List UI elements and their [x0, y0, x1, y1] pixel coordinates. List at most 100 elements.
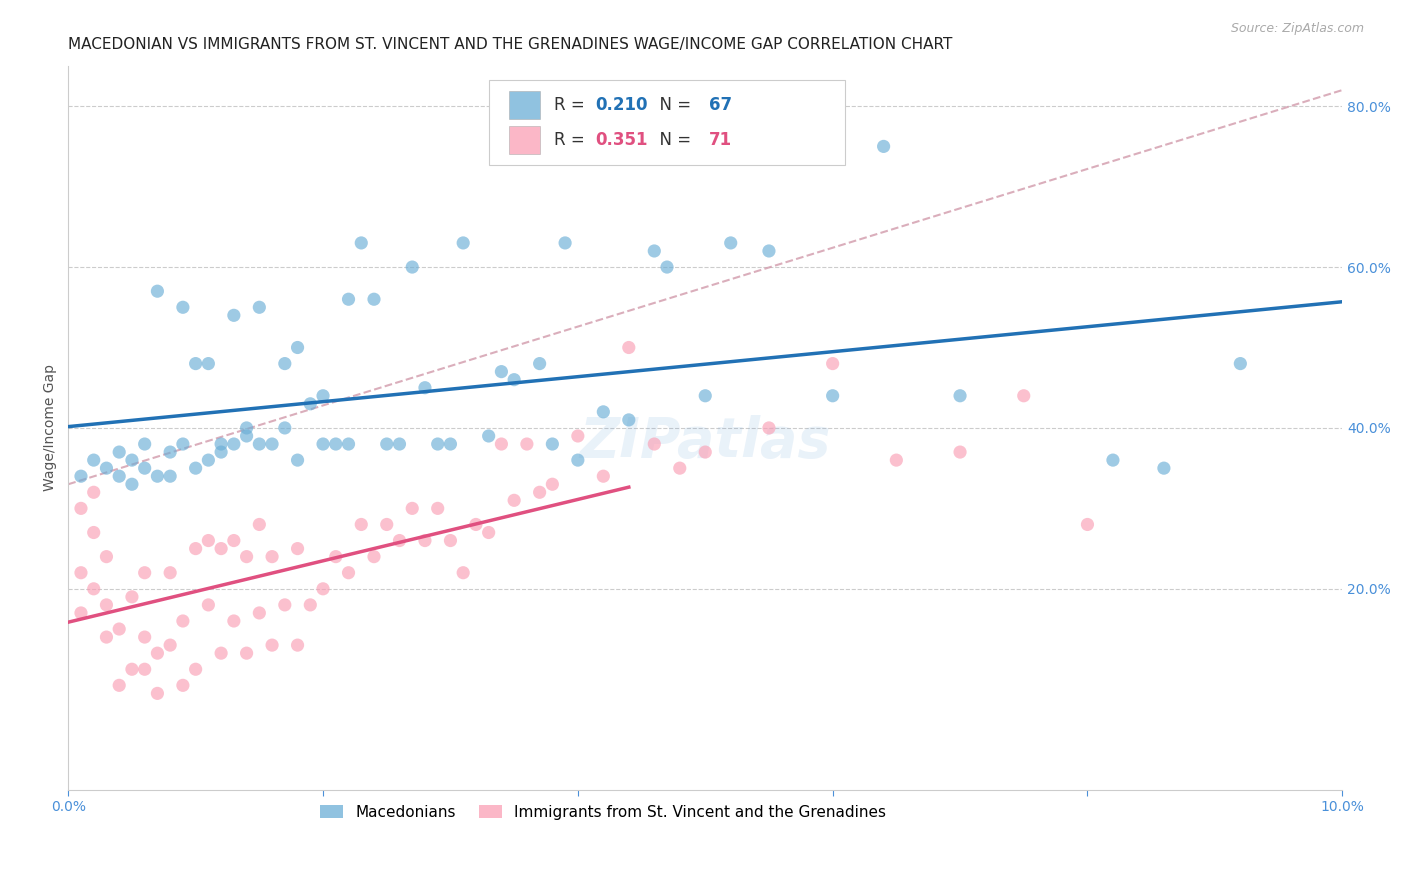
Point: [886, 453, 908, 467]
Point: [184, 662, 207, 676]
Point: [121, 662, 143, 676]
Point: [363, 549, 385, 564]
Point: [541, 437, 564, 451]
Point: [108, 678, 131, 692]
Point: [643, 437, 665, 451]
Point: [172, 614, 194, 628]
Point: [209, 445, 232, 459]
Point: [235, 549, 257, 564]
Point: [325, 437, 347, 451]
Point: [247, 437, 270, 451]
Point: [478, 525, 501, 540]
Point: [503, 373, 526, 387]
Text: R =: R =: [554, 131, 589, 149]
Point: [146, 284, 169, 298]
Point: [821, 357, 844, 371]
Point: [312, 389, 335, 403]
Point: [949, 445, 972, 459]
Point: [96, 630, 118, 644]
Point: [592, 469, 614, 483]
Point: [222, 533, 245, 548]
Point: [287, 638, 309, 652]
Point: [197, 533, 219, 548]
Point: [516, 437, 538, 451]
Text: ZIPatlas: ZIPatlas: [579, 416, 831, 469]
Point: [108, 469, 131, 483]
Point: [96, 549, 118, 564]
Point: [134, 437, 156, 451]
Point: [413, 381, 436, 395]
Point: [375, 437, 398, 451]
Point: [247, 517, 270, 532]
Point: [325, 549, 347, 564]
Point: [121, 453, 143, 467]
Point: [262, 437, 284, 451]
Point: [439, 437, 461, 451]
Point: [70, 469, 93, 483]
Point: [83, 582, 105, 596]
Text: MACEDONIAN VS IMMIGRANTS FROM ST. VINCENT AND THE GRENADINES WAGE/INCOME GAP COR: MACEDONIAN VS IMMIGRANTS FROM ST. VINCEN…: [69, 37, 953, 53]
Point: [567, 453, 589, 467]
Point: [209, 437, 232, 451]
Text: Source: ZipAtlas.com: Source: ZipAtlas.com: [1230, 22, 1364, 36]
Point: [235, 421, 257, 435]
Point: [274, 598, 297, 612]
Point: [108, 445, 131, 459]
Point: [159, 638, 181, 652]
Point: [401, 501, 423, 516]
Text: N =: N =: [650, 96, 696, 114]
Point: [464, 517, 486, 532]
Point: [451, 235, 474, 250]
Point: [1076, 517, 1098, 532]
FancyBboxPatch shape: [509, 91, 540, 119]
Point: [655, 260, 678, 274]
Point: [491, 437, 513, 451]
Point: [172, 300, 194, 314]
Point: [529, 485, 551, 500]
Text: N =: N =: [650, 131, 696, 149]
Point: [1102, 453, 1125, 467]
Point: [197, 453, 219, 467]
Point: [197, 357, 219, 371]
Point: [287, 453, 309, 467]
Point: [108, 622, 131, 636]
Text: 0.351: 0.351: [596, 131, 648, 149]
Point: [146, 686, 169, 700]
Point: [1229, 357, 1251, 371]
Point: [451, 566, 474, 580]
Point: [184, 541, 207, 556]
Point: [720, 235, 742, 250]
Point: [287, 541, 309, 556]
Point: [159, 469, 181, 483]
Point: [83, 453, 105, 467]
Point: [83, 525, 105, 540]
Point: [413, 533, 436, 548]
Point: [172, 437, 194, 451]
Point: [184, 357, 207, 371]
Point: [312, 437, 335, 451]
Point: [96, 598, 118, 612]
Point: [695, 445, 717, 459]
Point: [1153, 461, 1175, 475]
Point: [146, 469, 169, 483]
Point: [70, 501, 93, 516]
FancyBboxPatch shape: [489, 79, 845, 165]
Point: [337, 292, 360, 306]
Point: [209, 646, 232, 660]
Point: [503, 493, 526, 508]
Point: [401, 260, 423, 274]
Point: [134, 461, 156, 475]
Point: [70, 606, 93, 620]
Point: [426, 501, 449, 516]
Point: [83, 485, 105, 500]
Point: [262, 549, 284, 564]
Text: 71: 71: [709, 131, 733, 149]
Point: [134, 566, 156, 580]
Point: [222, 309, 245, 323]
Point: [121, 590, 143, 604]
Point: [643, 244, 665, 258]
Point: [529, 357, 551, 371]
Point: [70, 566, 93, 580]
Point: [375, 517, 398, 532]
Point: [274, 421, 297, 435]
